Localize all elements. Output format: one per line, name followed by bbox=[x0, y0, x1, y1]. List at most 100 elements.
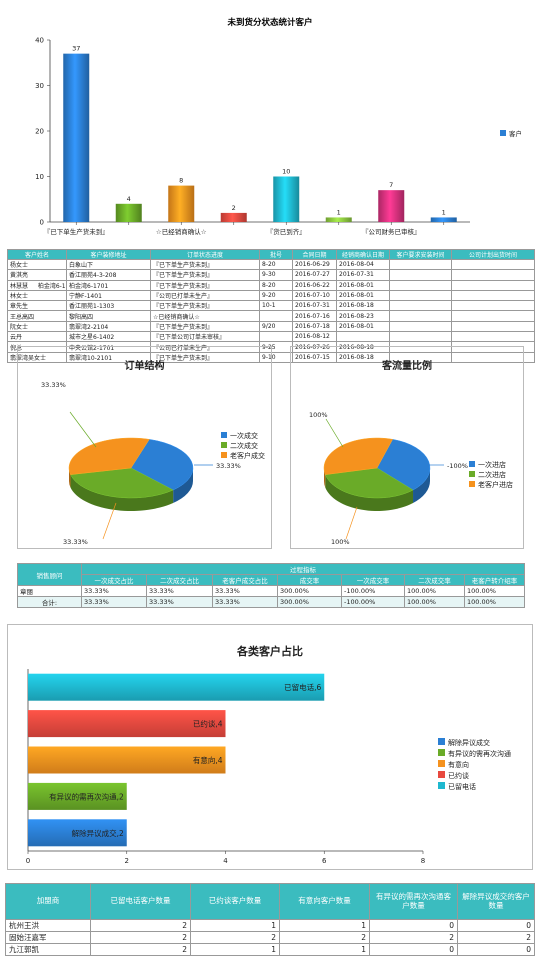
table-cell: 林女士 bbox=[7, 289, 67, 302]
legend-swatch bbox=[438, 760, 445, 767]
table-cell: 2 bbox=[279, 931, 370, 944]
table-row: 林慧慧 柏金湾6-1701柏金湾6-1701『已下单生产货未到』8-202016… bbox=[7, 279, 535, 291]
data-label: 1 bbox=[442, 208, 446, 216]
table-cell: 2016-07-31 bbox=[292, 300, 337, 312]
table-row: 黄淇亮 香江丽苑4-3-208 『已下单生产货未到』 9-30 2016-07-27 20… bbox=[7, 269, 535, 281]
bar bbox=[325, 217, 352, 222]
legend-label: 二次成交 bbox=[230, 441, 258, 450]
data-label: 7 bbox=[389, 181, 393, 189]
column-header: 订单状态进度 bbox=[150, 249, 260, 260]
data-label: 有异议的需再次沟通,2 bbox=[49, 791, 124, 801]
column-header: 二次成交率 bbox=[404, 574, 465, 586]
table-cell: 九江郭凯 bbox=[5, 943, 91, 956]
table-cell: 2016-08-18 bbox=[336, 300, 390, 312]
table-row: 九江郭凯 2 1 1 0 0 bbox=[5, 943, 535, 956]
table-cell: ☆已经销商确认☆ bbox=[150, 310, 260, 322]
label-leader bbox=[345, 506, 358, 540]
legend-swatch bbox=[469, 471, 475, 477]
legend-swatch bbox=[221, 442, 227, 448]
table-cell: 2 bbox=[90, 931, 191, 944]
legend-swatch bbox=[438, 782, 445, 789]
legend-label: 老客户进店 bbox=[478, 480, 513, 489]
table-cell: 固始汪嘉军 bbox=[5, 931, 91, 944]
table-row: 云丹 城市之星6-1402 『已下单公司订单未审核』 2016-08-12 bbox=[7, 331, 535, 343]
bar bbox=[378, 190, 405, 222]
sales-kpi-table: 销售顾问 过程指标 一次成交占比 二次成交占比 老客户成交占比 成交率 一次成交率 二次成… bbox=[17, 563, 526, 608]
legend-label: 一次成交 bbox=[230, 431, 258, 440]
column-header: 已留电话客户数量 bbox=[90, 883, 191, 920]
column-header: 已约谈客户数量 bbox=[190, 883, 280, 920]
column-header: 解除异议成交的客户数量 bbox=[457, 883, 535, 920]
x-tick-label: 4 bbox=[223, 857, 228, 865]
data-label: 4 bbox=[127, 195, 131, 203]
bar bbox=[168, 185, 195, 222]
bar bbox=[430, 217, 457, 222]
table-cell: 1 bbox=[190, 919, 280, 932]
legend-swatch bbox=[221, 432, 227, 438]
x-tick-label: 0 bbox=[26, 857, 30, 865]
table-cell: 章丽 bbox=[17, 585, 82, 597]
table-cell: 300.00% bbox=[277, 585, 342, 597]
data-label: 有意向,4 bbox=[193, 755, 223, 765]
x-tick-label: 6 bbox=[322, 857, 327, 865]
pie-slice-side bbox=[69, 468, 71, 488]
legend-swatch bbox=[469, 461, 475, 467]
table-cell: 王总高四 bbox=[7, 310, 67, 322]
y-tick-label: 10 bbox=[35, 173, 44, 181]
data-label: 100% bbox=[331, 538, 350, 546]
table-cell bbox=[451, 320, 535, 333]
pie-slice-side bbox=[325, 474, 414, 511]
col-sales-header: 销售顾问 bbox=[17, 563, 82, 586]
table-cell: 33.33% bbox=[81, 585, 147, 597]
table-cell bbox=[389, 279, 452, 291]
y-tick-label: 20 bbox=[35, 128, 44, 136]
bar bbox=[28, 819, 127, 847]
legend-label: 已约谈 bbox=[448, 771, 469, 780]
legend-swatch bbox=[469, 481, 475, 487]
table-cell: 2016-08-01 bbox=[336, 289, 390, 302]
bar bbox=[63, 53, 90, 223]
column-header: 有意向客户数量 bbox=[279, 883, 370, 920]
pie-slice-side bbox=[173, 468, 193, 504]
x-tick-label: 『已下单生产货未到』 bbox=[44, 227, 109, 236]
bar bbox=[28, 782, 127, 810]
legend-label: 已留电话 bbox=[448, 782, 476, 791]
table-cell: 33.33% bbox=[146, 596, 213, 608]
table-cell: 『已下单生产货未到』 bbox=[150, 269, 260, 281]
column-header: 合同日期 bbox=[292, 249, 337, 260]
table-cell: 『已下单生产货未到』 bbox=[150, 300, 260, 312]
table-cell: 章先生 bbox=[7, 300, 67, 312]
table-cell: 城市之星6-1402 bbox=[66, 331, 151, 343]
table-cell: 33.33% bbox=[212, 585, 278, 597]
table-cell: 8-20 bbox=[259, 258, 293, 271]
legend-label: 有意向 bbox=[448, 760, 469, 769]
table-cell: 香江丽苑4-3-208 bbox=[66, 269, 151, 281]
table-cell bbox=[451, 310, 535, 322]
column-header: 老客户转介绍率 bbox=[463, 574, 526, 586]
table-cell bbox=[389, 258, 452, 271]
data-label: 33.33% bbox=[41, 381, 66, 389]
table-cell: 合计: bbox=[17, 596, 82, 608]
column-header: 一次成交率 bbox=[341, 574, 405, 586]
legend-label: 一次进店 bbox=[478, 460, 506, 469]
pie-slice bbox=[324, 467, 414, 499]
x-tick-label: 『货已到齐』 bbox=[267, 227, 306, 236]
data-label: -100% bbox=[447, 462, 468, 470]
pie-depth bbox=[324, 468, 430, 511]
table-cell bbox=[451, 331, 535, 343]
bar bbox=[273, 176, 300, 222]
bar bbox=[115, 203, 142, 222]
table-cell: 黎阳高四 bbox=[66, 310, 151, 322]
chart-title: 客流量比例 bbox=[381, 359, 432, 372]
group-header: 过程指标 bbox=[80, 563, 526, 575]
table-row: 章先生 香江丽苑1-1303 『已下单生产货未到』 10-1 2016-07-31 201… bbox=[7, 300, 535, 312]
legend-swatch bbox=[500, 130, 506, 136]
pie-slice bbox=[68, 437, 150, 475]
table-cell bbox=[451, 300, 535, 312]
table-cell bbox=[451, 351, 535, 363]
table-cell: 2 bbox=[369, 931, 458, 944]
data-label: 1 bbox=[337, 208, 341, 216]
traffic-ratio-panel: 客流量比例 -100% 100% 100% 一次进店 二次进店 老客户进店 bbox=[290, 346, 524, 549]
column-header: 有异议的需再次沟通客户数量 bbox=[369, 883, 458, 920]
bar bbox=[28, 746, 226, 774]
